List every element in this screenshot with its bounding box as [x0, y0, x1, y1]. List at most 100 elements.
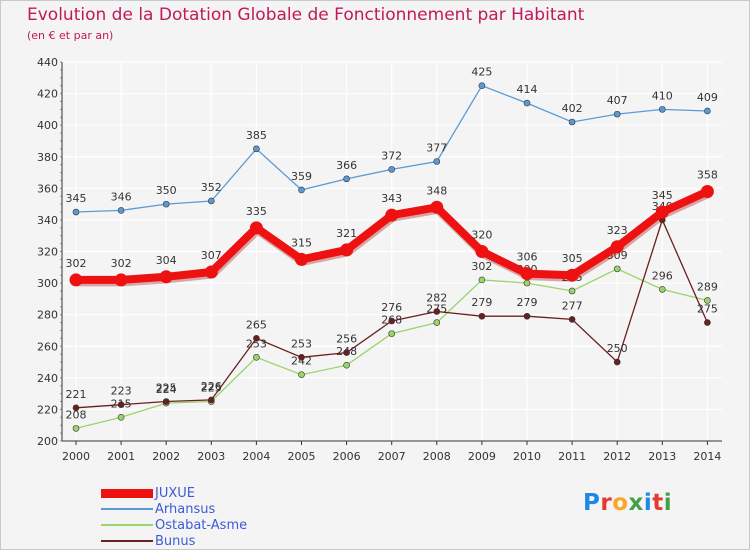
- data-point-arhansus: [343, 175, 350, 183]
- y-tick-label: 260: [37, 340, 58, 353]
- x-tick-label: 2003: [197, 450, 225, 463]
- data-label-bunus: 250: [607, 342, 628, 355]
- data-label-juxue: 343: [381, 192, 402, 205]
- data-point-juxue: [655, 205, 669, 219]
- data-point-ostabat-asme: [388, 330, 396, 337]
- data-point-arhansus: [568, 118, 576, 126]
- y-tick-label: 280: [37, 309, 58, 322]
- data-label-bunus: 253: [291, 337, 312, 350]
- data-point-arhansus: [117, 207, 125, 214]
- data-label-arhansus: 346: [111, 190, 132, 203]
- data-label-arhansus: 350: [156, 184, 177, 197]
- legend-item-juxue: JUXUE: [101, 485, 247, 501]
- data-point-bunus: [162, 398, 170, 405]
- data-label-bunus: 223: [111, 385, 132, 398]
- data-point-arhansus: [658, 106, 666, 113]
- data-point-bunus: [343, 349, 350, 356]
- y-tick-label: 380: [37, 151, 58, 164]
- chart-subtitle: (en € et par an): [27, 29, 114, 42]
- data-label-arhansus: 345: [66, 192, 87, 205]
- data-label-arhansus: 377: [426, 141, 447, 154]
- data-label-arhansus: 366: [336, 159, 357, 172]
- data-label-arhansus: 425: [471, 66, 492, 79]
- x-tick-label: 2002: [152, 450, 180, 463]
- data-label-juxue: 335: [246, 205, 267, 218]
- data-label-juxue: 307: [201, 249, 222, 262]
- data-label-arhansus: 402: [562, 102, 583, 115]
- x-tick-label: 2005: [288, 450, 316, 463]
- data-point-bunus: [72, 404, 80, 412]
- data-point-ostabat-asme: [478, 276, 486, 284]
- data-label-ostabat-asme: 225: [201, 382, 222, 395]
- chart-title: Evolution de la Dotation Globale de Fonc…: [27, 5, 585, 25]
- data-point-juxue: [475, 245, 489, 258]
- data-point-juxue: [385, 208, 399, 222]
- data-point-bunus: [253, 335, 260, 342]
- y-tick-label: 340: [37, 214, 58, 227]
- proxiti-logo: Proxiti: [583, 490, 672, 516]
- data-label-juxue: 323: [607, 224, 628, 237]
- data-label-juxue: 348: [426, 184, 447, 197]
- data-point-arhansus: [433, 158, 441, 165]
- legend-swatch: [101, 524, 153, 526]
- x-tick-label: 2006: [333, 450, 361, 463]
- data-point-ostabat-asme: [253, 354, 260, 361]
- data-label-arhansus: 410: [652, 89, 673, 102]
- data-point-arhansus: [388, 166, 396, 173]
- x-tick-label: 2014: [693, 450, 721, 463]
- data-label-bunus: 276: [381, 301, 402, 314]
- y-tick-label: 300: [37, 277, 58, 290]
- y-tick-label: 440: [37, 56, 58, 69]
- data-point-juxue: [610, 240, 624, 254]
- legend-swatch: [101, 488, 153, 498]
- data-point-juxue: [430, 200, 444, 214]
- data-point-juxue: [700, 184, 714, 198]
- logo-letter: r: [600, 490, 613, 516]
- data-point-ostabat-asme: [117, 414, 125, 421]
- legend-swatch: [101, 540, 153, 542]
- x-tick-label: 2004: [242, 450, 270, 463]
- data-label-bunus: 279: [471, 296, 492, 309]
- data-point-juxue: [69, 273, 83, 287]
- y-tick-label: 360: [37, 182, 58, 195]
- data-point-ostabat-asme: [343, 361, 350, 369]
- logo-letter: i: [643, 490, 653, 516]
- data-point-juxue: [249, 221, 263, 235]
- x-tick-label: 2007: [378, 450, 406, 463]
- logo-letter: i: [663, 490, 673, 516]
- data-label-juxue: 358: [697, 168, 718, 181]
- y-tick-label: 200: [37, 435, 58, 448]
- data-label-ostabat-asme: 302: [471, 260, 492, 273]
- x-tick-label: 2010: [513, 450, 541, 463]
- data-point-arhansus: [523, 99, 531, 107]
- data-label-juxue: 321: [336, 227, 357, 240]
- data-point-juxue: [565, 268, 579, 282]
- y-tick-label: 320: [37, 246, 58, 259]
- data-label-ostabat-asme: 224: [156, 383, 177, 396]
- data-label-arhansus: 414: [517, 83, 538, 96]
- data-point-arhansus: [704, 107, 711, 115]
- data-point-ostabat-asme: [523, 279, 531, 287]
- y-tick-label: 400: [37, 119, 58, 132]
- x-tick-label: 2008: [423, 450, 451, 463]
- data-point-bunus: [388, 317, 396, 325]
- data-label-bunus: 265: [246, 318, 267, 331]
- data-label-juxue: 320: [471, 229, 492, 242]
- y-tick-label: 240: [37, 372, 58, 385]
- data-label-ostabat-asme: 296: [652, 269, 673, 282]
- legend-label: Ostabat-Asme: [155, 517, 248, 533]
- data-label-bunus: 282: [426, 292, 447, 305]
- data-label-arhansus: 407: [607, 94, 628, 107]
- x-tick-label: 2001: [107, 450, 135, 463]
- data-point-juxue: [159, 270, 173, 284]
- data-label-arhansus: 359: [291, 170, 312, 183]
- data-point-arhansus: [72, 208, 80, 216]
- legend: JUXUE Arhansus Ostabat-Asme Bunus: [101, 485, 247, 549]
- data-point-ostabat-asme: [568, 287, 576, 295]
- data-point-juxue: [340, 243, 354, 257]
- data-point-arhansus: [613, 110, 621, 118]
- legend-label: Bunus: [155, 533, 196, 549]
- data-point-bunus: [613, 358, 621, 366]
- data-label-bunus: 279: [517, 296, 538, 309]
